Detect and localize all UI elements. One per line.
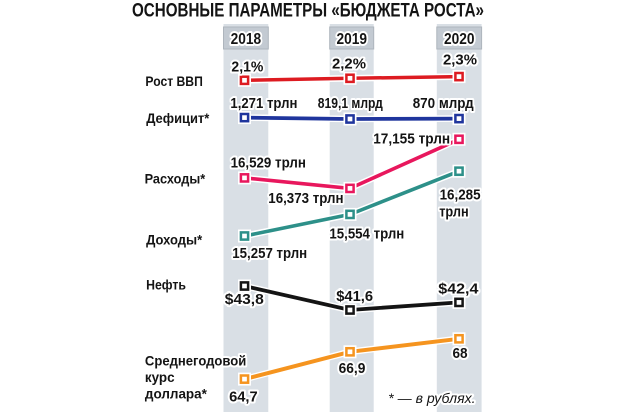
svg-text:64,7: 64,7	[229, 389, 258, 406]
svg-text:2,1%: 2,1%	[231, 59, 263, 76]
svg-text:16,373 трлн: 16,373 трлн	[268, 190, 343, 207]
svg-text:66,9: 66,9	[339, 360, 366, 377]
svg-text:2018: 2018	[231, 31, 262, 48]
svg-text:2019: 2019	[336, 31, 367, 48]
svg-text:$41,6: $41,6	[336, 288, 373, 305]
svg-text:* — в рублях.: * — в рублях.	[388, 391, 475, 406]
svg-text:68: 68	[453, 345, 468, 362]
svg-text:доллара*: доллара*	[145, 386, 208, 402]
svg-text:Доходы*: Доходы*	[146, 232, 203, 248]
svg-text:курс: курс	[145, 369, 175, 385]
svg-text:15,257 трлн: 15,257 трлн	[232, 245, 307, 262]
svg-text:1,271 трлн: 1,271 трлн	[230, 95, 297, 112]
svg-text:870 млрд: 870 млрд	[413, 95, 474, 112]
svg-text:Рост ВВП: Рост ВВП	[145, 73, 202, 89]
svg-text:Дефицит*: Дефицит*	[146, 110, 210, 126]
svg-text:2,2%: 2,2%	[332, 56, 366, 73]
svg-text:трлн: трлн	[439, 204, 469, 221]
svg-text:819,1 млрд: 819,1 млрд	[318, 95, 383, 112]
svg-text:17,155 трлн: 17,155 трлн	[373, 131, 450, 148]
svg-text:2020: 2020	[444, 31, 475, 48]
svg-text:16,529 трлн: 16,529 трлн	[231, 155, 306, 172]
svg-text:Расходы*: Расходы*	[145, 171, 206, 187]
svg-text:15,554 трлн: 15,554 трлн	[329, 226, 404, 243]
svg-text:$43,8: $43,8	[225, 291, 264, 308]
svg-text:2,3%: 2,3%	[443, 52, 477, 69]
svg-text:Среднегодовой: Среднегодовой	[145, 352, 246, 368]
svg-text:Нефть: Нефть	[146, 277, 186, 293]
svg-text:ОСНОВНЫЕ ПАРАМЕТРЫ «БЮДЖЕТА РО: ОСНОВНЫЕ ПАРАМЕТРЫ «БЮДЖЕТА РОСТА»	[132, 0, 484, 22]
svg-text:16,285: 16,285	[440, 187, 481, 204]
svg-text:$42,4: $42,4	[438, 280, 479, 297]
